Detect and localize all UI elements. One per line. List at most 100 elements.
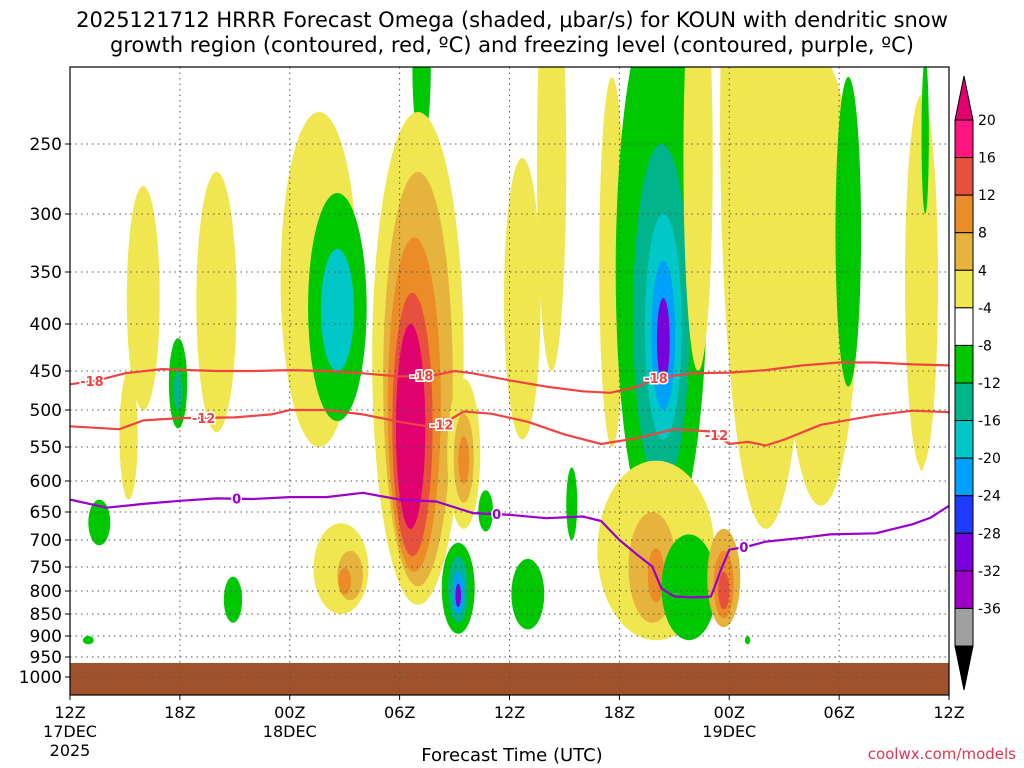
y-tick-label: 550 [30,438,62,458]
y-tick-label: 650 [30,503,62,523]
dgz_-12-label: -12 [192,412,216,427]
colorbar-label: -20 [978,451,1001,467]
colorbar-segment [954,420,974,459]
y-tick-label: 700 [30,531,62,551]
colorbar-label: 12 [978,188,996,204]
freezing_0-line [70,491,949,599]
omega-cell [744,636,751,645]
colorbar-segment [954,307,974,346]
colorbar-segment [954,382,974,422]
x-axis-title: Forecast Time (UTC) [421,745,603,766]
chart-title-line-1: 2025121712 HRRR Forecast Omega (shaded, … [76,8,948,32]
omega-cell [126,186,160,410]
omega-cell [478,490,494,532]
y-tick-label: 450 [30,362,62,382]
credit-link[interactable]: coolwx.com/models [867,745,1016,763]
x-tick-date: 18DEC [263,722,317,741]
omega-cell [536,67,567,371]
grid [70,67,949,695]
y-tick-label: 900 [30,627,62,647]
x-tick-year: 2025 [50,741,91,760]
omega-cell [835,77,862,387]
omega-cell [718,571,730,610]
omega-cell [395,324,426,529]
omega-cell [917,421,926,471]
colorbar-segment [954,269,974,309]
dgz_-12-label: -12 [705,429,729,444]
dgz_-18-label: -18 [80,375,104,390]
colorbar-segment [954,232,974,271]
colorbar-label: 4 [978,263,987,279]
x-tick-date: 19DEC [702,722,756,741]
colorbar-segment [954,344,974,384]
colorbar-label: -24 [978,489,1001,505]
x-tick-date: 17DEC [43,722,97,741]
omega-cell [511,558,545,630]
colorbar-label: -8 [978,338,992,354]
omega-cell [683,67,713,371]
x-tick-label: 18Z [604,703,635,722]
omega-cell [338,567,352,595]
omega-cell [173,371,183,410]
omega-cell [905,94,939,468]
omega-cell [223,576,243,623]
freezing_0-label: 0 [232,493,241,508]
colorbar-segment [954,194,974,234]
dgz_-18-line [70,361,949,394]
dgz_-18-label: -18 [410,370,434,385]
colorbar-segment [954,607,974,647]
x-tick-label: 06Z [823,703,854,722]
axes: 2503003504004505005506006507007508008509… [19,135,965,760]
y-tick-label: 1000 [19,668,62,688]
y-tick-label: 250 [30,135,62,155]
x-tick-label: 00Z [714,703,745,722]
freezing_0-label: 0 [492,508,501,523]
colorbar-segment [954,457,974,497]
colorbar-min-arrow [954,645,974,691]
colorbar-label: -28 [978,526,1001,542]
colorbar-label: -12 [978,376,1001,392]
freezing_0-label: 0 [739,541,748,556]
y-tick-label: 750 [30,558,62,578]
omega-cell [566,467,578,540]
dgz_-12-line [70,408,949,447]
colorbar-segment [954,119,974,159]
colorbar-max-arrow [954,75,974,121]
x-tick-label: 12Z [54,703,85,722]
omega-cell [504,157,541,440]
omega-cell [88,499,111,546]
colorbar-label: 8 [978,226,987,242]
omega-cell [458,435,470,485]
x-tick-label: 12Z [494,703,525,722]
colorbar-label: -4 [978,301,992,317]
colorbar-segment [954,495,974,534]
x-tick-label: 12Z [933,703,964,722]
omega-cell [119,371,138,500]
colorbar-label: -36 [978,601,1001,617]
colorbar: 20 16 12 8 4 -4 -8 -12 -16 -20 -24 -28 -32 -36 [954,75,1001,691]
omega-cell [455,583,461,608]
contours: -18 -18 -18 -12 -12 -12 0 0 0 [70,361,949,599]
chart-title-line-2: growth region (contoured, red, ºC) and f… [110,33,914,57]
dgz_-12-label: -12 [430,419,454,434]
y-tick-label: 600 [30,472,62,492]
omega-cell [656,298,670,383]
colorbar-segment [954,570,974,609]
y-tick-label: 500 [30,401,62,421]
y-tick-label: 400 [30,315,62,335]
y-tick-label: 350 [30,263,62,283]
y-tick-label: 850 [30,605,62,625]
omega-shading [82,67,939,645]
colorbar-segment [954,532,974,572]
y-tick-label: 950 [30,648,62,668]
omega-cell [82,636,94,645]
x-tick-label: 06Z [384,703,415,722]
omega-cell [329,272,346,334]
omega-cell [196,172,237,433]
omega-cell [921,67,929,214]
colorbar-label: 16 [978,151,996,167]
dgz_-18-label: -18 [644,372,668,387]
colorbar-label: -16 [978,414,1001,430]
colorbar-label: 20 [978,113,996,129]
